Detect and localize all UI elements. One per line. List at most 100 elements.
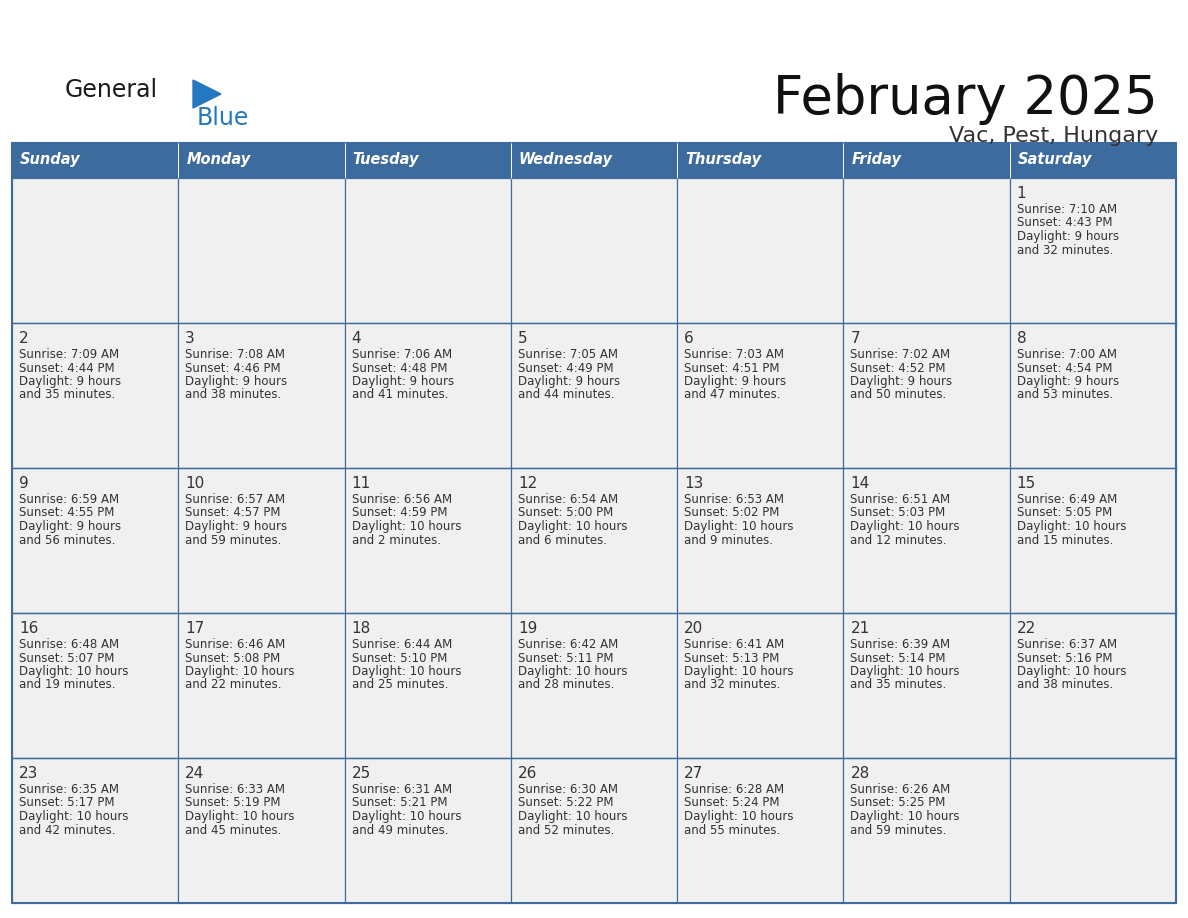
Text: Sunset: 5:21 PM: Sunset: 5:21 PM bbox=[352, 797, 447, 810]
Bar bbox=[1010, 143, 1176, 178]
Text: 16: 16 bbox=[19, 621, 38, 636]
Text: Sunset: 4:49 PM: Sunset: 4:49 PM bbox=[518, 362, 613, 375]
Text: Sunset: 4:44 PM: Sunset: 4:44 PM bbox=[19, 362, 114, 375]
Bar bbox=[178, 143, 345, 178]
Text: 8: 8 bbox=[1017, 331, 1026, 346]
Text: 9: 9 bbox=[19, 476, 29, 491]
Text: 4: 4 bbox=[352, 331, 361, 346]
Text: and 52 minutes.: and 52 minutes. bbox=[518, 823, 614, 836]
Bar bbox=[677, 143, 843, 178]
Text: Sunset: 4:48 PM: Sunset: 4:48 PM bbox=[352, 362, 447, 375]
Text: Daylight: 10 hours: Daylight: 10 hours bbox=[684, 665, 794, 678]
Bar bbox=[178, 758, 345, 903]
Text: 17: 17 bbox=[185, 621, 204, 636]
Text: Daylight: 10 hours: Daylight: 10 hours bbox=[851, 810, 960, 823]
Text: Sunset: 5:08 PM: Sunset: 5:08 PM bbox=[185, 652, 280, 665]
Text: and 50 minutes.: and 50 minutes. bbox=[851, 388, 947, 401]
Text: and 12 minutes.: and 12 minutes. bbox=[851, 533, 947, 546]
Text: 18: 18 bbox=[352, 621, 371, 636]
Text: Sunrise: 6:48 AM: Sunrise: 6:48 AM bbox=[19, 638, 119, 651]
Bar bbox=[511, 178, 677, 323]
Text: Sunrise: 6:37 AM: Sunrise: 6:37 AM bbox=[1017, 638, 1117, 651]
Bar bbox=[178, 323, 345, 468]
Text: Sunrise: 6:51 AM: Sunrise: 6:51 AM bbox=[851, 493, 950, 506]
Text: 26: 26 bbox=[518, 766, 537, 781]
Text: 10: 10 bbox=[185, 476, 204, 491]
Text: and 59 minutes.: and 59 minutes. bbox=[185, 533, 282, 546]
Text: 25: 25 bbox=[352, 766, 371, 781]
Bar bbox=[511, 613, 677, 758]
Text: Sunrise: 6:49 AM: Sunrise: 6:49 AM bbox=[1017, 493, 1117, 506]
Text: 3: 3 bbox=[185, 331, 195, 346]
Bar bbox=[1010, 323, 1176, 468]
Text: Sunrise: 7:09 AM: Sunrise: 7:09 AM bbox=[19, 348, 119, 361]
Bar bbox=[843, 758, 1010, 903]
Text: 15: 15 bbox=[1017, 476, 1036, 491]
Text: Sunrise: 7:03 AM: Sunrise: 7:03 AM bbox=[684, 348, 784, 361]
Text: 24: 24 bbox=[185, 766, 204, 781]
Text: Daylight: 10 hours: Daylight: 10 hours bbox=[1017, 665, 1126, 678]
Text: and 32 minutes.: and 32 minutes. bbox=[684, 678, 781, 691]
Text: 28: 28 bbox=[851, 766, 870, 781]
Text: Daylight: 10 hours: Daylight: 10 hours bbox=[19, 810, 128, 823]
Text: Daylight: 9 hours: Daylight: 9 hours bbox=[1017, 230, 1119, 243]
Text: Sunset: 5:19 PM: Sunset: 5:19 PM bbox=[185, 797, 280, 810]
Bar bbox=[345, 178, 511, 323]
Bar bbox=[345, 143, 511, 178]
Text: and 38 minutes.: and 38 minutes. bbox=[1017, 678, 1113, 691]
Text: Sunset: 4:51 PM: Sunset: 4:51 PM bbox=[684, 362, 779, 375]
Bar bbox=[843, 178, 1010, 323]
Text: and 55 minutes.: and 55 minutes. bbox=[684, 823, 781, 836]
Text: Sunrise: 6:57 AM: Sunrise: 6:57 AM bbox=[185, 493, 285, 506]
Text: Sunset: 5:25 PM: Sunset: 5:25 PM bbox=[851, 797, 946, 810]
Text: Sunset: 5:07 PM: Sunset: 5:07 PM bbox=[19, 652, 114, 665]
Text: Thursday: Thursday bbox=[685, 152, 762, 167]
Text: Sunrise: 7:08 AM: Sunrise: 7:08 AM bbox=[185, 348, 285, 361]
Bar bbox=[677, 468, 843, 613]
Text: Sunset: 4:57 PM: Sunset: 4:57 PM bbox=[185, 507, 280, 520]
Text: Sunset: 4:52 PM: Sunset: 4:52 PM bbox=[851, 362, 946, 375]
Text: and 32 minutes.: and 32 minutes. bbox=[1017, 243, 1113, 256]
Text: Daylight: 9 hours: Daylight: 9 hours bbox=[185, 520, 287, 533]
Text: Sunset: 4:43 PM: Sunset: 4:43 PM bbox=[1017, 217, 1112, 230]
Text: Vac, Pest, Hungary: Vac, Pest, Hungary bbox=[949, 126, 1158, 146]
Bar bbox=[843, 468, 1010, 613]
Bar bbox=[1010, 613, 1176, 758]
Text: and 25 minutes.: and 25 minutes. bbox=[352, 678, 448, 691]
Text: Sunrise: 7:10 AM: Sunrise: 7:10 AM bbox=[1017, 203, 1117, 216]
Text: Daylight: 10 hours: Daylight: 10 hours bbox=[518, 810, 627, 823]
Text: Sunset: 5:17 PM: Sunset: 5:17 PM bbox=[19, 797, 114, 810]
Text: Sunrise: 6:35 AM: Sunrise: 6:35 AM bbox=[19, 783, 119, 796]
Text: 11: 11 bbox=[352, 476, 371, 491]
Text: and 47 minutes.: and 47 minutes. bbox=[684, 388, 781, 401]
Bar bbox=[12, 178, 178, 323]
Text: 5: 5 bbox=[518, 331, 527, 346]
Text: and 44 minutes.: and 44 minutes. bbox=[518, 388, 614, 401]
Text: Sunrise: 6:42 AM: Sunrise: 6:42 AM bbox=[518, 638, 618, 651]
Text: 22: 22 bbox=[1017, 621, 1036, 636]
Text: Sunset: 4:46 PM: Sunset: 4:46 PM bbox=[185, 362, 280, 375]
Text: Sunset: 4:55 PM: Sunset: 4:55 PM bbox=[19, 507, 114, 520]
Text: and 42 minutes.: and 42 minutes. bbox=[19, 823, 115, 836]
Text: and 28 minutes.: and 28 minutes. bbox=[518, 678, 614, 691]
Text: Blue: Blue bbox=[197, 106, 249, 130]
Text: Sunset: 5:11 PM: Sunset: 5:11 PM bbox=[518, 652, 613, 665]
Bar bbox=[1010, 758, 1176, 903]
Text: Sunset: 5:02 PM: Sunset: 5:02 PM bbox=[684, 507, 779, 520]
Text: Daylight: 10 hours: Daylight: 10 hours bbox=[352, 665, 461, 678]
Text: Friday: Friday bbox=[852, 152, 902, 167]
Text: Daylight: 10 hours: Daylight: 10 hours bbox=[352, 520, 461, 533]
Text: Daylight: 10 hours: Daylight: 10 hours bbox=[851, 520, 960, 533]
Text: Sunrise: 6:33 AM: Sunrise: 6:33 AM bbox=[185, 783, 285, 796]
Text: Sunrise: 6:46 AM: Sunrise: 6:46 AM bbox=[185, 638, 285, 651]
Text: and 9 minutes.: and 9 minutes. bbox=[684, 533, 773, 546]
Text: Sunrise: 7:05 AM: Sunrise: 7:05 AM bbox=[518, 348, 618, 361]
Text: Daylight: 10 hours: Daylight: 10 hours bbox=[684, 520, 794, 533]
Text: Sunrise: 6:41 AM: Sunrise: 6:41 AM bbox=[684, 638, 784, 651]
Text: Sunrise: 6:56 AM: Sunrise: 6:56 AM bbox=[352, 493, 451, 506]
Text: Daylight: 9 hours: Daylight: 9 hours bbox=[19, 375, 121, 388]
Text: and 15 minutes.: and 15 minutes. bbox=[1017, 533, 1113, 546]
Text: Daylight: 10 hours: Daylight: 10 hours bbox=[185, 665, 295, 678]
Text: Sunrise: 6:30 AM: Sunrise: 6:30 AM bbox=[518, 783, 618, 796]
Polygon shape bbox=[192, 80, 221, 108]
